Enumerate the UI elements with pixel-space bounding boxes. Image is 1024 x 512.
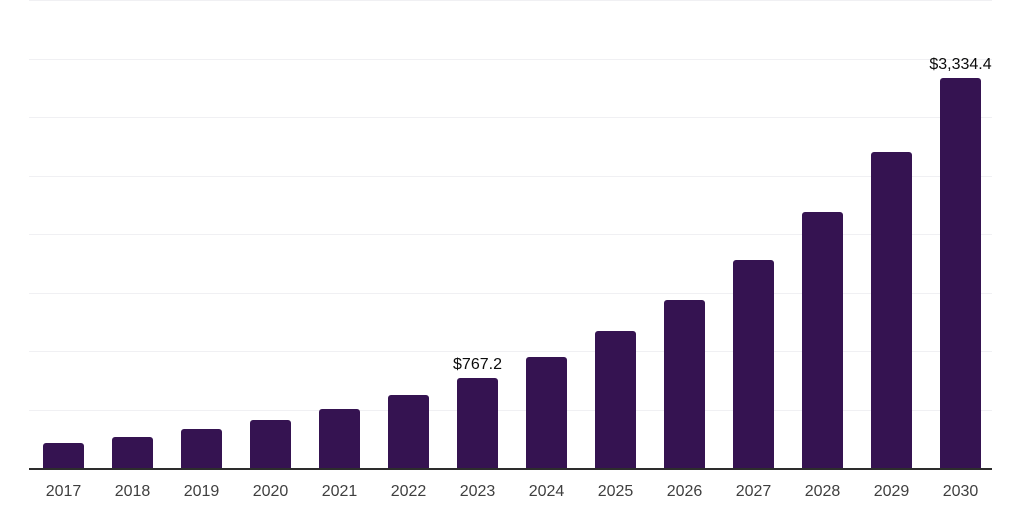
- bar-2023: [457, 378, 498, 468]
- x-axis-label-2030: 2030: [942, 483, 979, 500]
- bar-2029: [871, 151, 912, 468]
- x-axis-label-2022: 2022: [390, 483, 427, 500]
- x-axis-label-2018: 2018: [114, 483, 151, 500]
- x-axis-label-2026: 2026: [666, 483, 703, 500]
- gridline-3500: [29, 58, 992, 60]
- bar-value-label-2023: $767.2: [453, 356, 502, 374]
- x-axis-label-2019: 2019: [183, 483, 220, 500]
- bar-2020: [250, 420, 291, 468]
- x-axis-label-2017: 2017: [45, 483, 82, 500]
- bar-2024: [526, 357, 567, 468]
- x-axis-label-2025: 2025: [597, 483, 634, 500]
- x-axis-line: [29, 468, 992, 470]
- gridline-1000: [29, 351, 992, 352]
- bar-2019: [181, 429, 222, 468]
- gridline-4000: [29, 0, 992, 1]
- x-axis-label-2024: 2024: [528, 483, 565, 500]
- gridline-2000: [29, 234, 992, 235]
- bar-2027: [733, 260, 774, 468]
- bar-2021: [319, 409, 360, 468]
- gridline-1500: [29, 292, 992, 294]
- bar-2025: [595, 331, 636, 468]
- gridline-3000: [29, 117, 992, 118]
- x-axis-label-2029: 2029: [873, 483, 910, 500]
- bar-2022: [388, 395, 429, 468]
- plot-area: $767.2 $3,334.4: [29, 0, 992, 470]
- bar-value-label-2030: $3,334.4: [929, 55, 992, 73]
- gridline-2500: [29, 175, 992, 177]
- x-axis-label-2027: 2027: [735, 483, 772, 500]
- x-axis-label-2023: 2023: [459, 483, 496, 500]
- gridline-500: [29, 409, 992, 411]
- x-axis-label-2020: 2020: [252, 483, 289, 500]
- bar-2018: [112, 436, 153, 468]
- bar-2028: [802, 211, 843, 468]
- x-axis-label-2021: 2021: [321, 483, 358, 500]
- bar-2026: [664, 299, 705, 468]
- x-axis-label-2028: 2028: [804, 483, 841, 500]
- bar-2030: [940, 77, 981, 468]
- bar-2017: [43, 442, 84, 468]
